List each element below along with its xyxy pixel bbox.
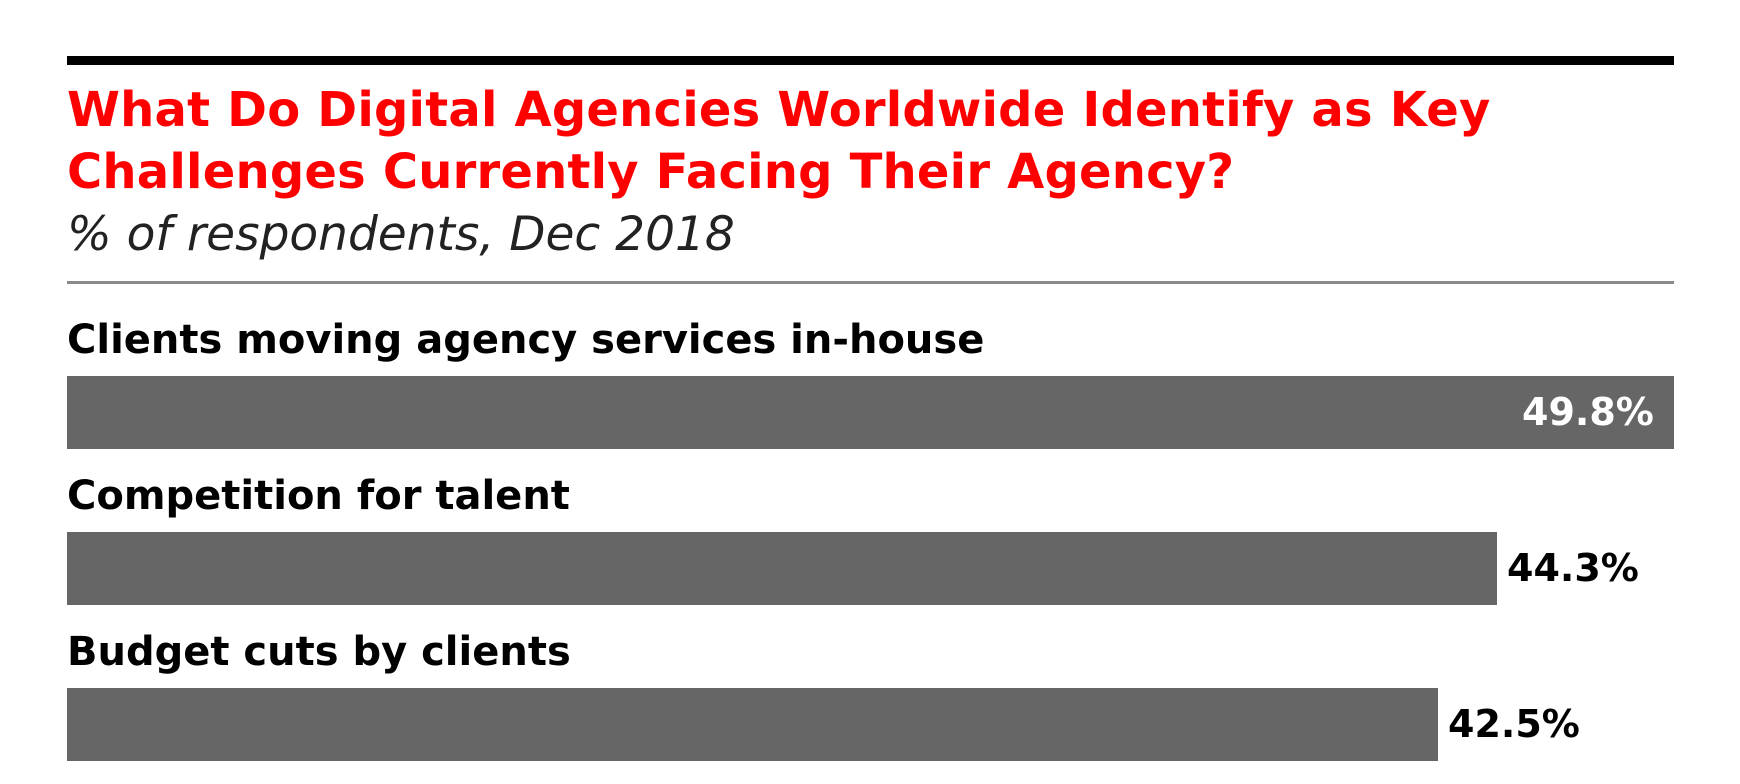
- bar: [67, 688, 1438, 761]
- subtitle-rule: [67, 281, 1674, 284]
- bar-row: Competition for talent 44.3%: [67, 470, 1674, 626]
- value-label: 49.8%: [1522, 390, 1654, 434]
- category-label: Competition for talent: [67, 473, 570, 519]
- bar: [67, 376, 1674, 449]
- value-label: 42.5%: [1448, 702, 1580, 746]
- bar: [67, 532, 1497, 605]
- bar-row: Clients moving agency services in-house 4…: [67, 314, 1674, 470]
- category-label: Budget cuts by clients: [67, 629, 571, 675]
- value-label: 44.3%: [1507, 546, 1639, 590]
- chart-title: What Do Digital Agencies Worldwide Ident…: [67, 82, 1491, 200]
- chart-frame: What Do Digital Agencies Worldwide Ident…: [67, 56, 1674, 761]
- bar-row: Budget cuts by clients 42.5%: [67, 626, 1674, 782]
- chart-subtitle: % of respondents, Dec 2018: [67, 207, 735, 262]
- category-label: Clients moving agency services in-house: [67, 317, 985, 363]
- top-rule: [67, 56, 1674, 65]
